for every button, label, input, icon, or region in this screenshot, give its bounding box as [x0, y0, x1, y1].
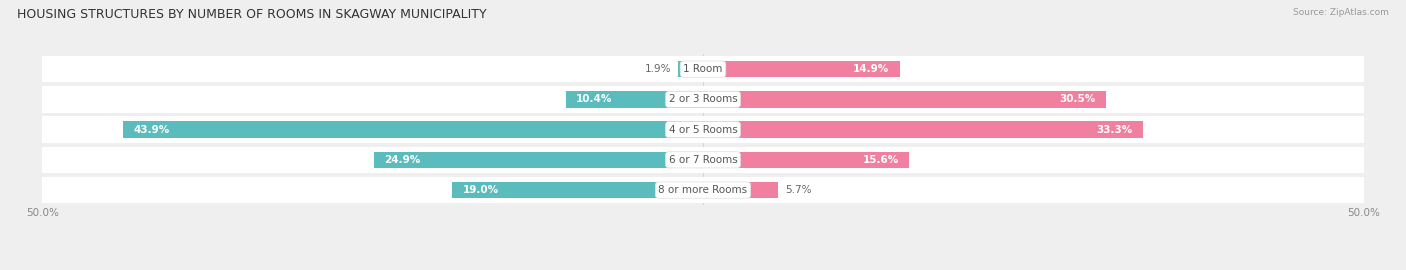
Text: HOUSING STRUCTURES BY NUMBER OF ROOMS IN SKAGWAY MUNICIPALITY: HOUSING STRUCTURES BY NUMBER OF ROOMS IN… — [17, 8, 486, 21]
Text: 14.9%: 14.9% — [853, 64, 890, 74]
Bar — [42, 116, 1364, 143]
Bar — [703, 61, 900, 77]
Bar — [42, 86, 1364, 113]
Text: 10.4%: 10.4% — [576, 94, 613, 104]
Text: 5.7%: 5.7% — [785, 185, 811, 195]
Bar — [42, 177, 1364, 203]
Text: 6 or 7 Rooms: 6 or 7 Rooms — [669, 155, 737, 165]
Text: 19.0%: 19.0% — [463, 185, 499, 195]
Text: 24.9%: 24.9% — [384, 155, 420, 165]
Bar — [451, 182, 703, 198]
Bar — [374, 152, 703, 168]
Text: 8 or more Rooms: 8 or more Rooms — [658, 185, 748, 195]
Bar — [42, 56, 1364, 82]
Bar — [565, 91, 703, 107]
Bar — [42, 147, 1364, 173]
Text: 43.9%: 43.9% — [134, 124, 170, 135]
Text: 2 or 3 Rooms: 2 or 3 Rooms — [669, 94, 737, 104]
Bar — [703, 122, 1143, 138]
Text: 30.5%: 30.5% — [1059, 94, 1095, 104]
Text: 1.9%: 1.9% — [645, 64, 671, 74]
Bar — [703, 152, 910, 168]
Text: 33.3%: 33.3% — [1097, 124, 1133, 135]
Bar — [122, 122, 703, 138]
Text: Source: ZipAtlas.com: Source: ZipAtlas.com — [1294, 8, 1389, 17]
Bar — [678, 61, 703, 77]
Text: 4 or 5 Rooms: 4 or 5 Rooms — [669, 124, 737, 135]
Text: 15.6%: 15.6% — [862, 155, 898, 165]
Text: 1 Room: 1 Room — [683, 64, 723, 74]
Bar — [703, 91, 1107, 107]
Bar — [703, 182, 779, 198]
